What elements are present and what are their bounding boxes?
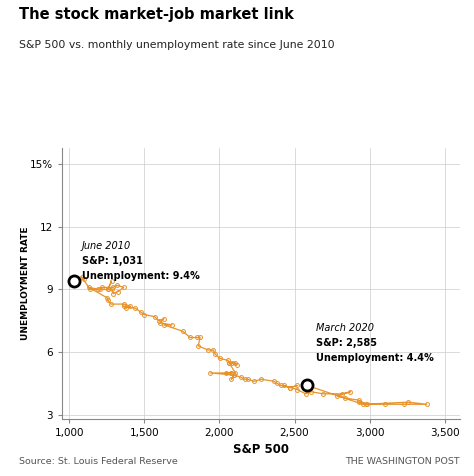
Text: The stock market-job market link: The stock market-job market link bbox=[19, 7, 294, 22]
Text: Unemployment: 4.4%: Unemployment: 4.4% bbox=[316, 353, 433, 363]
Text: June 2010: June 2010 bbox=[82, 241, 131, 251]
Text: Source: St. Louis Federal Reserve: Source: St. Louis Federal Reserve bbox=[19, 456, 178, 466]
Text: Unemployment: 9.4%: Unemployment: 9.4% bbox=[82, 271, 200, 281]
Text: S&P: 1,031: S&P: 1,031 bbox=[82, 256, 143, 266]
Y-axis label: UNEMPLOYMENT RATE: UNEMPLOYMENT RATE bbox=[21, 227, 30, 340]
Text: S&P: 2,585: S&P: 2,585 bbox=[316, 338, 376, 348]
Text: March 2020: March 2020 bbox=[316, 323, 374, 333]
Text: THE WASHINGTON POST: THE WASHINGTON POST bbox=[345, 456, 460, 466]
Text: S&P 500 vs. monthly unemployment rate since June 2010: S&P 500 vs. monthly unemployment rate si… bbox=[19, 40, 335, 50]
X-axis label: S&P 500: S&P 500 bbox=[233, 444, 289, 456]
